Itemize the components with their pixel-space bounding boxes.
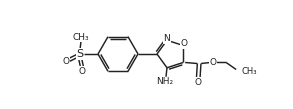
Text: O: O [210, 58, 217, 67]
Text: NH₂: NH₂ [156, 77, 173, 86]
Text: CH₃: CH₃ [241, 67, 257, 76]
Text: S: S [76, 49, 84, 59]
Text: CH₃: CH₃ [73, 32, 89, 42]
Text: O: O [79, 66, 86, 76]
Text: O: O [181, 39, 188, 49]
Text: N: N [163, 34, 170, 43]
Text: O: O [195, 78, 202, 87]
Text: O: O [62, 58, 69, 66]
